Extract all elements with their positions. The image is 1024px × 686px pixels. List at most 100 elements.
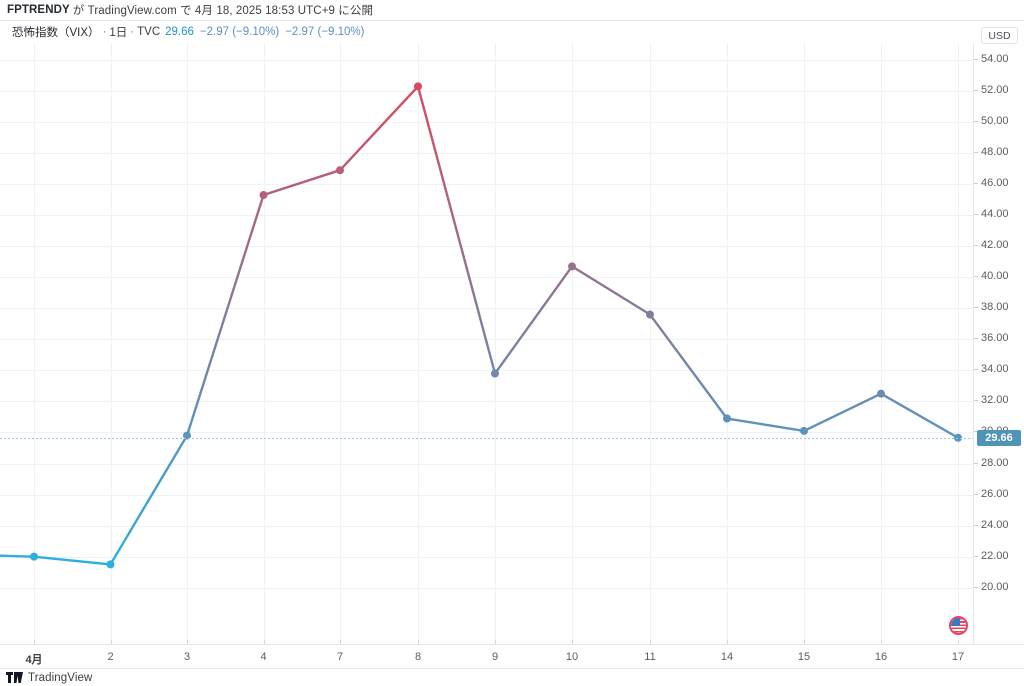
series-segment	[570, 265, 652, 316]
data-point-marker[interactable]	[568, 262, 576, 271]
legend-separator-1: ·	[102, 26, 107, 38]
time-tick-label: 4月	[25, 654, 43, 666]
series-segment	[725, 417, 806, 433]
gridline-v	[34, 43, 35, 644]
price-tick-label: 50.00	[974, 115, 1009, 127]
gridline-v	[110, 43, 112, 644]
time-axis[interactable]: 4月 2 3 4 7 8 9 10 11 14 15 16 17	[0, 640, 1024, 669]
data-point-marker[interactable]	[336, 166, 344, 175]
gridline-h	[0, 246, 973, 248]
time-tick-label: 15	[797, 651, 811, 663]
series-segment	[0, 554, 36, 558]
price-tick-mark	[974, 493, 978, 495]
current-price-badge: 29.66	[977, 429, 1021, 446]
gridline-v	[495, 43, 496, 644]
chart-plot-area[interactable]	[0, 43, 974, 644]
price-tick-mark	[974, 400, 978, 402]
gridline-h	[0, 525, 973, 527]
time-tick-mark	[187, 640, 188, 644]
gridline-v	[187, 43, 188, 644]
symbol-legend[interactable]: 恐怖指数（VIX） · 1日 · TVC 29.66 −2.97 (−9.10%…	[0, 21, 1024, 43]
series-segment	[32, 555, 112, 566]
gridline-v	[958, 43, 959, 644]
us-flag-icon	[949, 616, 968, 635]
gridline-h	[0, 401, 973, 403]
price-tick-label: 40.00	[974, 270, 1009, 282]
price-tick-mark	[974, 214, 978, 216]
time-tick-mark	[958, 640, 959, 644]
data-point-marker[interactable]	[800, 426, 808, 435]
legend-interval[interactable]: 1日	[109, 27, 128, 39]
price-tick-mark	[974, 369, 978, 371]
price-tick-label: 38.00	[974, 301, 1009, 313]
currency-unit-chip[interactable]: USD	[981, 27, 1018, 44]
gridline-v	[881, 43, 882, 644]
gridline-v	[727, 43, 728, 644]
price-tick-mark	[974, 307, 978, 309]
time-tick-label: 14	[720, 651, 734, 663]
data-point-marker[interactable]	[877, 389, 885, 398]
legend-change-absolute: −2.97 (−9.10%)	[199, 26, 280, 38]
time-tick-label: 7	[336, 651, 344, 663]
gridline-v	[340, 43, 341, 644]
series-segment	[493, 265, 574, 375]
price-tick-mark	[974, 555, 978, 557]
gridline-h	[0, 215, 973, 217]
time-tick-label: 9	[491, 651, 499, 663]
price-axis[interactable]: USD 54.00 52.00 50.00 48.00 46.00 44.00 42.00 4…	[974, 27, 1024, 644]
legend-separator-2: ·	[130, 26, 135, 38]
series-segment	[185, 193, 265, 437]
gridline-h	[0, 494, 973, 496]
time-tick-mark	[340, 640, 341, 644]
gridline-v	[804, 43, 805, 644]
time-tick-label: 8	[414, 651, 422, 663]
price-tick-mark	[974, 462, 978, 464]
gridline-v	[418, 43, 419, 644]
time-tick-label: 17	[951, 651, 965, 663]
price-tick-label: 22.00	[974, 550, 1009, 562]
time-tick-mark	[572, 640, 573, 644]
price-tick-label: 52.00	[974, 84, 1009, 96]
data-point-marker[interactable]	[723, 414, 731, 423]
price-tick-mark	[974, 59, 978, 60]
price-tick-label: 44.00	[974, 208, 1009, 220]
price-tick-label: 46.00	[974, 177, 1009, 189]
series-segment	[338, 85, 420, 172]
gridline-h	[0, 463, 973, 465]
tradingview-footer[interactable]: TradingView	[6, 669, 92, 686]
gridline-h	[0, 122, 973, 124]
data-point-marker[interactable]	[954, 433, 962, 442]
time-tick-mark	[495, 640, 496, 644]
price-tick-mark	[974, 524, 978, 526]
time-tick-label: 2	[107, 651, 114, 663]
gridline-h	[0, 60, 973, 61]
gridline-h	[0, 184, 973, 186]
legend-symbol-name[interactable]: 恐怖指数（VIX）	[12, 27, 100, 39]
gridline-h	[0, 432, 973, 434]
data-point-marker[interactable]	[106, 560, 115, 569]
price-tick-label: 42.00	[974, 239, 1009, 251]
data-point-marker[interactable]	[259, 191, 268, 200]
price-tick-mark	[974, 183, 978, 185]
price-tick-mark	[974, 152, 978, 154]
time-tick-mark	[650, 640, 651, 644]
data-point-marker[interactable]	[646, 310, 654, 319]
current-price-dotted-line	[0, 438, 973, 439]
time-tick-label: 3	[183, 651, 191, 663]
gridline-v	[650, 43, 651, 644]
time-tick-mark	[804, 640, 805, 644]
gridline-h	[0, 153, 973, 155]
author-name: FPTRENDY	[7, 4, 70, 16]
data-point-marker[interactable]	[30, 552, 38, 561]
data-point-marker[interactable]	[491, 369, 499, 378]
series-segment	[109, 434, 189, 566]
data-point-marker[interactable]	[183, 431, 191, 440]
price-line-series	[0, 82, 962, 569]
price-tick-label: 48.00	[974, 146, 1009, 158]
time-tick-mark	[881, 640, 882, 644]
price-tick-label: 34.00	[974, 363, 1009, 375]
series-segment	[416, 85, 497, 375]
data-point-marker[interactable]	[414, 82, 422, 91]
tradingview-logo-icon	[6, 672, 23, 683]
